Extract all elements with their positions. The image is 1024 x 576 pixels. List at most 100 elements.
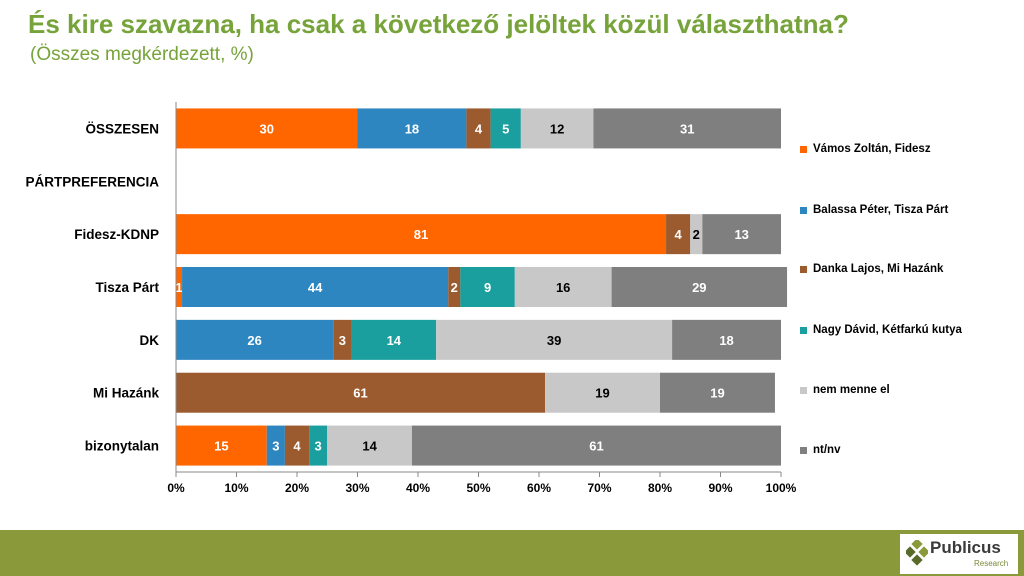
legend-swatch [800,386,807,394]
x-tick-label: 40% [406,481,430,495]
stacked-bar-chart: ÖSSZESEN 30 18 4 5 12 31PÁRTPREFERENCIAFidesz-… [25,102,797,495]
chart-title: És kire szavazna, ha csak a következő je… [28,9,849,39]
bar-segment [660,372,775,413]
category-label: Mi Hazánk [93,386,160,401]
legend-label: Vámos Zoltán, Fidesz [813,143,931,155]
publicus-logo-icon [906,540,928,566]
data-label: 2 [451,280,458,295]
legend-item: Nagy Dávid, Kétfarkú kutya [800,324,962,336]
bar-segment [702,214,781,255]
data-label: 1 [175,280,182,295]
data-label: 14 [362,439,377,454]
category-label: Fidesz-KDNP [74,227,159,242]
x-tick-label: 80% [648,481,672,495]
data-label: 2 [693,227,700,242]
bar-segment [351,319,437,360]
data-label: 12 [550,121,564,136]
chart-subtitle: (Összes megkérdezett, %) [30,44,254,65]
data-label: 39 [547,333,561,348]
bar-segment [333,319,352,360]
legend-label: Danka Lajos, Mi Hazánk [813,263,944,275]
data-label: 18 [719,333,733,348]
data-label: 15 [214,439,228,454]
x-tick-label: 100% [766,481,797,495]
bar-segment [176,372,546,413]
data-label: 5 [502,121,509,136]
bar-segment [182,267,449,307]
data-label: 3 [339,333,346,348]
legend-swatch [800,145,807,153]
bar-segment [357,108,467,149]
bar-segment [309,425,328,466]
legend-swatch [800,206,807,214]
data-label: 16 [556,280,570,295]
category-label: Tisza Párt [95,280,159,295]
legend-swatch [800,446,807,454]
logo-text: Publicus [930,538,1001,557]
x-tick-label: 90% [708,481,732,495]
legend-item: Vámos Zoltán, Fidesz [800,143,931,155]
footer-bar [0,530,1024,576]
data-label: 9 [484,280,491,295]
data-label: 18 [405,121,419,136]
bar-segment [176,425,267,466]
x-tick-label: 50% [466,481,490,495]
data-label: 3 [315,439,322,454]
legend-swatch [800,265,807,273]
legend-label: nem menne el [813,384,890,396]
x-tick-label: 70% [587,481,611,495]
data-label: 61 [353,386,367,401]
legend-item: Balassa Péter, Tisza Párt [800,204,948,216]
data-label: 14 [387,333,402,348]
data-label: 4 [675,227,683,242]
legend-label: Balassa Péter, Tisza Párt [813,204,949,216]
bar-segment [466,108,491,149]
data-label: 61 [589,439,603,454]
data-label: 13 [734,227,748,242]
bar-segment [436,319,673,360]
data-label: 4 [475,121,483,136]
x-tick-label: 30% [345,481,369,495]
bar-segment [514,267,612,307]
bar-segment [176,108,358,149]
bar-segment [611,267,788,307]
bar-segment [284,425,310,466]
legend-label: nt/nv [813,444,841,456]
legend-swatch [800,326,807,334]
bar-segment [490,108,521,149]
data-label: 26 [247,333,261,348]
x-tick-label: 0% [167,481,185,495]
bar-segment [448,267,461,307]
legend-item: Danka Lajos, Mi Hazánk [800,263,943,275]
data-label: 44 [308,280,323,295]
bar-segment [672,319,781,360]
bar-segment [176,214,667,255]
data-label: 4 [293,439,301,454]
category-label: DK [140,333,160,348]
bar-segment [176,267,183,307]
data-label: 29 [692,280,706,295]
bar-segment [411,425,781,466]
data-label: 81 [414,227,428,242]
data-label: 19 [595,386,609,401]
category-label: ÖSSZESEN [85,121,159,136]
x-tick-label: 20% [285,481,309,495]
x-tick-label: 10% [224,481,248,495]
logo-subtext: Research [974,559,1009,568]
legend-item: nem menne el [800,384,890,396]
bar-segment [327,425,412,466]
bar-segment [666,214,691,255]
category-label: bizonytalan [85,439,159,454]
data-label: 31 [680,121,694,136]
category-label: PÁRTPREFERENCIA [25,174,159,189]
bar-segment [593,108,781,149]
bar-segment [460,267,515,307]
data-label: 3 [272,439,279,454]
data-label: 19 [710,386,724,401]
publicus-logo: Publicus Research [900,534,1018,574]
bar-segment [545,372,660,413]
bar-segment [520,108,594,149]
bar-segment [176,319,334,360]
bar-segment [266,425,285,466]
data-label: 30 [260,121,274,136]
